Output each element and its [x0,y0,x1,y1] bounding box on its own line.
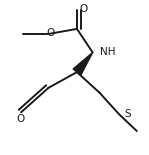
Polygon shape [73,52,93,75]
Text: S: S [124,109,131,119]
Text: O: O [46,28,55,38]
Text: O: O [16,114,24,124]
Text: O: O [80,4,88,14]
Text: NH: NH [100,47,115,58]
